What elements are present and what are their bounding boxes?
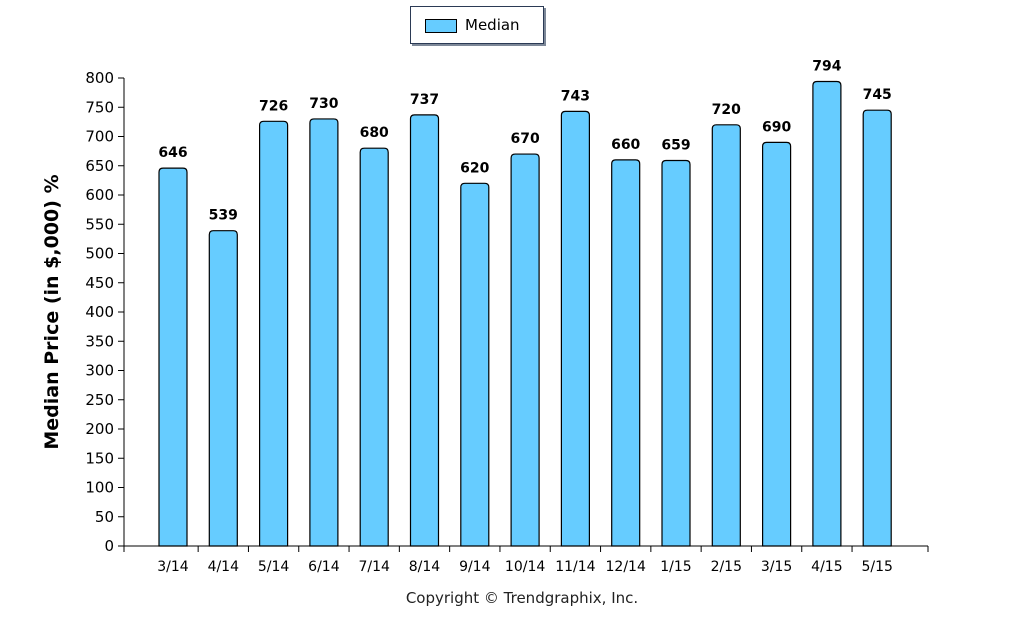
y-tick-label: 400 bbox=[85, 303, 114, 321]
bar bbox=[309, 118, 339, 547]
y-tick-label: 50 bbox=[95, 508, 114, 526]
data-label: 646 bbox=[158, 145, 187, 161]
data-label: 539 bbox=[209, 208, 238, 224]
data-label: 690 bbox=[762, 119, 791, 135]
data-label: 670 bbox=[510, 131, 539, 147]
x-tick-label: 6/14 bbox=[308, 559, 340, 575]
y-tick-label: 0 bbox=[104, 537, 114, 555]
x-tick-label: 10/14 bbox=[505, 559, 545, 575]
x-tick-label: 12/14 bbox=[606, 559, 646, 575]
data-labels: 646 539 726 730 680 737 620 670 743 660 659 720 690 7… bbox=[158, 59, 891, 224]
x-tick-label: 3/14 bbox=[157, 559, 189, 575]
bar bbox=[661, 159, 691, 547]
x-tick-label: 1/15 bbox=[660, 559, 691, 575]
y-axis-title: Median Price (in $,000) % bbox=[41, 174, 63, 449]
x-tick-label: 5/14 bbox=[258, 559, 290, 575]
y-tick-label: 700 bbox=[85, 128, 114, 146]
x-tick-label: 2/15 bbox=[711, 559, 742, 575]
legend: Median bbox=[410, 6, 544, 44]
bar bbox=[460, 182, 490, 547]
x-tick-label: 8/14 bbox=[409, 559, 441, 575]
x-tick-label: 9/14 bbox=[459, 559, 491, 575]
x-tick-label: 4/15 bbox=[811, 559, 842, 575]
data-label: 726 bbox=[259, 98, 288, 114]
y-axis: 0 50 100 150 200 250 300 350 400 450 500 550 600 650 7… bbox=[85, 69, 125, 555]
y-tick-label: 600 bbox=[85, 186, 114, 204]
bar bbox=[409, 114, 440, 547]
x-tick-label: 11/14 bbox=[555, 559, 595, 575]
copyright-footer: Copyright © Trendgraphix, Inc. bbox=[405, 589, 639, 607]
y-tick-label: 550 bbox=[85, 215, 114, 233]
y-tick-label: 200 bbox=[85, 420, 114, 438]
y-tick-label: 450 bbox=[85, 274, 114, 292]
x-tick-label: 5/15 bbox=[861, 559, 892, 575]
y-tick-label: 300 bbox=[85, 362, 114, 380]
data-label: 737 bbox=[410, 92, 439, 108]
x-tick-label: 3/15 bbox=[761, 559, 792, 575]
data-label: 743 bbox=[561, 88, 590, 104]
bar bbox=[510, 153, 540, 547]
data-label: 680 bbox=[360, 125, 389, 141]
legend-swatch-median bbox=[425, 19, 457, 33]
y-tick-label: 350 bbox=[85, 332, 114, 350]
bar bbox=[208, 230, 238, 547]
y-tick-label: 800 bbox=[85, 69, 114, 87]
bar bbox=[812, 80, 842, 547]
bar bbox=[560, 110, 590, 547]
x-axis: 3/14 4/14 5/14 6/14 7/14 8/14 9/14 10/14 11/14 12… bbox=[123, 545, 929, 575]
legend-label-median: Median bbox=[465, 16, 520, 34]
y-tick-label: 650 bbox=[85, 157, 114, 175]
data-label: 745 bbox=[863, 87, 892, 103]
bar bbox=[259, 120, 289, 547]
y-tick-label: 250 bbox=[85, 391, 114, 409]
data-label: 620 bbox=[460, 160, 489, 176]
data-label: 720 bbox=[712, 102, 741, 118]
bar bbox=[359, 147, 389, 547]
x-tick-label: 7/14 bbox=[358, 559, 390, 575]
y-tick-label: 750 bbox=[85, 98, 114, 116]
data-label: 660 bbox=[611, 137, 640, 153]
data-label: 659 bbox=[661, 137, 690, 153]
bar bbox=[762, 141, 792, 547]
y-tick-label: 500 bbox=[85, 245, 114, 263]
y-tick-label: 150 bbox=[85, 449, 114, 467]
bar bbox=[862, 109, 892, 547]
bars bbox=[158, 80, 892, 547]
data-label: 794 bbox=[812, 59, 841, 75]
bar bbox=[711, 124, 741, 547]
data-label: 730 bbox=[309, 96, 338, 112]
y-tick-label: 100 bbox=[85, 479, 114, 497]
bar bbox=[611, 159, 641, 547]
x-tick-label: 4/14 bbox=[208, 559, 240, 575]
bar bbox=[158, 167, 188, 547]
